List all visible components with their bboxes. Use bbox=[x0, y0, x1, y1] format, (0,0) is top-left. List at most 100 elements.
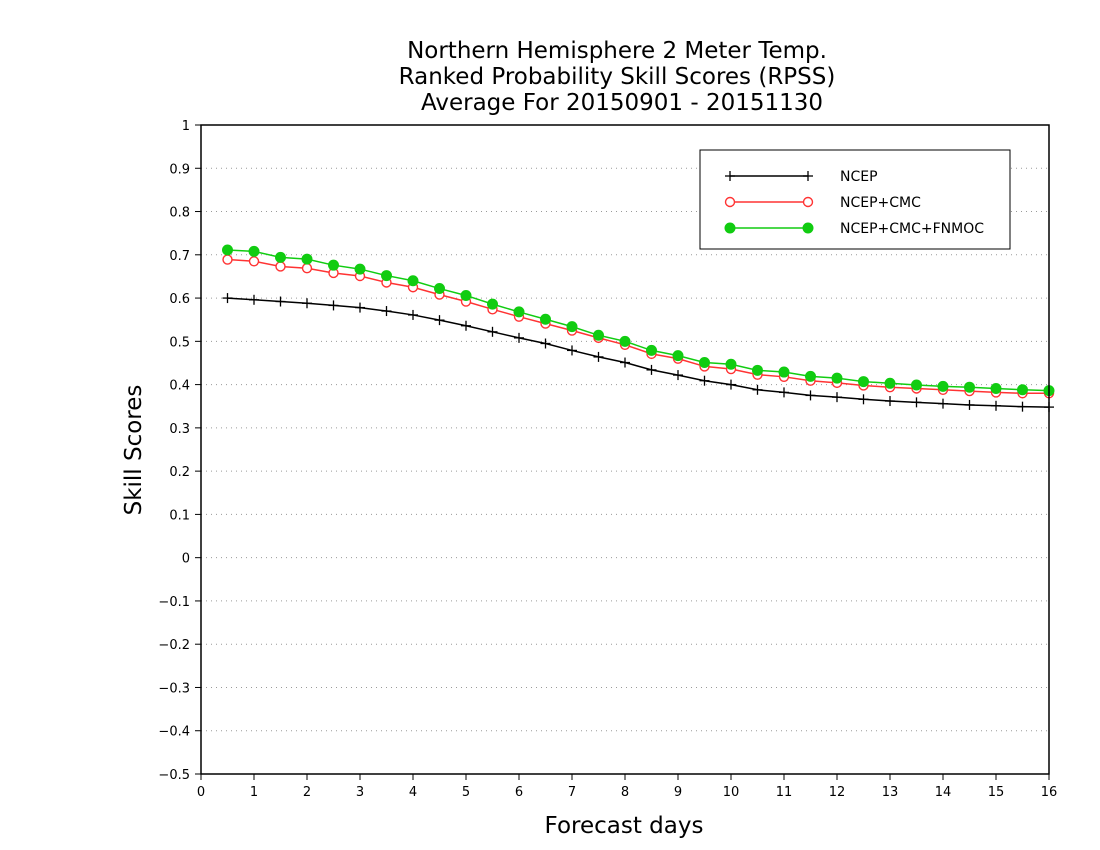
x-tick-label: 2 bbox=[303, 785, 311, 800]
data-point-ncep bbox=[964, 399, 975, 410]
data-point-ncep bbox=[567, 345, 577, 356]
x-tick-label: 4 bbox=[409, 785, 417, 800]
y-axis-label: Skill Scores bbox=[121, 385, 147, 516]
chart-title-line-3: Average For 20150901 - 20151130 bbox=[421, 90, 823, 116]
x-tick-label: 8 bbox=[621, 785, 629, 800]
y-tick-label: 0.3 bbox=[169, 422, 190, 437]
data-point-ncep-cmc-fnmoc bbox=[911, 379, 922, 391]
data-point-ncep-cmc bbox=[222, 254, 233, 265]
y-tick-label: 0.2 bbox=[169, 465, 190, 480]
series-group bbox=[222, 244, 1055, 413]
data-point-ncep bbox=[381, 306, 392, 317]
data-point-ncep bbox=[249, 294, 259, 305]
y-tick-label: 0.7 bbox=[169, 249, 190, 264]
y-tick-label: 0.9 bbox=[169, 162, 190, 177]
data-point-ncep-cmc-fnmoc bbox=[699, 357, 710, 369]
data-point-ncep bbox=[328, 300, 339, 311]
data-point-ncep-cmc-fnmoc bbox=[937, 380, 949, 392]
x-tick-label: 12 bbox=[829, 785, 846, 800]
x-tick-label: 1 bbox=[250, 785, 258, 800]
data-point-ncep bbox=[885, 396, 895, 407]
data-point-ncep-cmc-fnmoc bbox=[540, 313, 551, 325]
chart-title-line-2: Ranked Probability Skill Scores (RPSS) bbox=[399, 64, 836, 90]
data-point-ncep-cmc-fnmoc bbox=[964, 381, 975, 393]
legend-label-ncep: NCEP bbox=[840, 169, 878, 185]
data-point-ncep bbox=[275, 296, 286, 307]
data-point-ncep-cmc-fnmoc bbox=[222, 244, 233, 256]
x-tick-label: 0 bbox=[197, 785, 205, 800]
data-point-ncep bbox=[779, 387, 789, 398]
data-point-ncep-cmc-fnmoc bbox=[275, 251, 286, 263]
data-point-ncep-cmc-fnmoc bbox=[619, 335, 631, 347]
series-line-ncep-cmc bbox=[227, 258, 1049, 394]
data-point-ncep bbox=[461, 320, 471, 331]
data-point-ncep-cmc-fnmoc bbox=[487, 298, 498, 310]
x-tick-label: 3 bbox=[356, 785, 364, 800]
data-point-ncep-cmc bbox=[248, 256, 260, 267]
data-point-ncep-cmc-fnmoc bbox=[301, 253, 313, 265]
data-point-ncep-cmc-fnmoc bbox=[407, 275, 419, 287]
y-tick-label: 0 bbox=[182, 552, 190, 567]
data-point-ncep bbox=[858, 394, 869, 405]
y-axis: −0.5 −0.4 −0.3 −0.2 −0.1 0 0.1 0.2 0.3 0.4 0.5 0.6 0… bbox=[158, 119, 201, 783]
data-point-ncep-cmc-fnmoc bbox=[884, 377, 896, 389]
data-point-ncep-cmc bbox=[275, 261, 286, 272]
data-point-ncep bbox=[699, 375, 710, 386]
series-line-ncep bbox=[227, 297, 1050, 408]
x-tick-label: 7 bbox=[568, 785, 576, 800]
legend-marker bbox=[724, 222, 736, 234]
x-axis-label: Forecast days bbox=[545, 813, 704, 839]
x-tick-label: 11 bbox=[776, 785, 793, 800]
x-axis: 0 1 2 3 4 5 6 7 8 9 10 11 12 13 14 15 16 bbox=[197, 774, 1057, 800]
data-point-ncep-cmc-fnmoc bbox=[354, 263, 366, 275]
chart-title-line-1: Northern Hemisphere 2 Meter Temp. bbox=[407, 38, 827, 64]
data-point-ncep-cmc-fnmoc bbox=[513, 306, 525, 318]
plot-frame bbox=[200, 124, 1050, 775]
data-point-ncep bbox=[222, 293, 233, 304]
y-tick-label: −0.3 bbox=[158, 681, 190, 696]
x-tick-label: 15 bbox=[988, 785, 1005, 800]
data-point-ncep-cmc-fnmoc bbox=[752, 364, 763, 376]
series-ncep-cmc bbox=[222, 254, 1055, 399]
y-tick-label: −0.2 bbox=[158, 638, 190, 653]
data-point-ncep-cmc-fnmoc bbox=[646, 344, 657, 356]
data-point-ncep-cmc-fnmoc bbox=[460, 289, 472, 301]
legend-marker bbox=[803, 171, 813, 181]
y-tick-label: 0.4 bbox=[169, 379, 190, 394]
data-point-ncep-cmc-fnmoc bbox=[858, 376, 869, 388]
data-point-ncep-cmc-fnmoc bbox=[990, 382, 1002, 394]
legend-marker bbox=[725, 171, 735, 181]
data-point-ncep bbox=[726, 379, 736, 390]
data-point-ncep-cmc-fnmoc bbox=[672, 350, 684, 362]
x-tick-label: 5 bbox=[462, 785, 470, 800]
legend-label-ncep-cmc-fnmoc: NCEP+CMC+FNMOC bbox=[840, 221, 984, 237]
series-ncep-cmc-fnmoc bbox=[222, 244, 1055, 397]
data-point-ncep-cmc bbox=[301, 263, 313, 274]
x-tick-label: 6 bbox=[515, 785, 523, 800]
data-point-ncep bbox=[355, 302, 365, 313]
legend-entry-ncep-cmc: NCEP+CMC bbox=[724, 195, 921, 211]
data-point-ncep bbox=[487, 326, 498, 337]
x-tick-label: 9 bbox=[674, 785, 682, 800]
data-point-ncep bbox=[1017, 401, 1028, 412]
x-tick-label: 10 bbox=[723, 785, 740, 800]
y-tick-label: 1 bbox=[182, 119, 190, 134]
legend: NCEP NCEP+CMC NCEP+CMC+FNMOC bbox=[699, 149, 1011, 250]
y-tick-label: −0.1 bbox=[158, 595, 190, 610]
data-point-ncep-cmc-fnmoc bbox=[593, 329, 604, 341]
y-tick-label: 0.5 bbox=[169, 335, 190, 350]
series-line-ncep-cmc-fnmoc bbox=[227, 249, 1050, 392]
y-tick-label: 0.1 bbox=[169, 508, 190, 523]
data-point-ncep-cmc-fnmoc bbox=[1017, 384, 1028, 396]
x-tick-label: 14 bbox=[935, 785, 952, 800]
y-tick-label: −0.5 bbox=[158, 768, 190, 783]
data-point-ncep-cmc-fnmoc bbox=[805, 370, 816, 382]
data-point-ncep bbox=[302, 298, 312, 309]
x-tick-label: 16 bbox=[1041, 785, 1058, 800]
data-point-ncep bbox=[805, 390, 816, 401]
data-point-ncep bbox=[408, 309, 418, 320]
data-point-ncep bbox=[991, 400, 1001, 411]
legend-entry-ncep-cmc-fnmoc: NCEP+CMC+FNMOC bbox=[724, 221, 984, 237]
data-point-ncep-cmc-fnmoc bbox=[778, 366, 790, 378]
data-point-ncep-cmc-fnmoc bbox=[725, 358, 737, 370]
